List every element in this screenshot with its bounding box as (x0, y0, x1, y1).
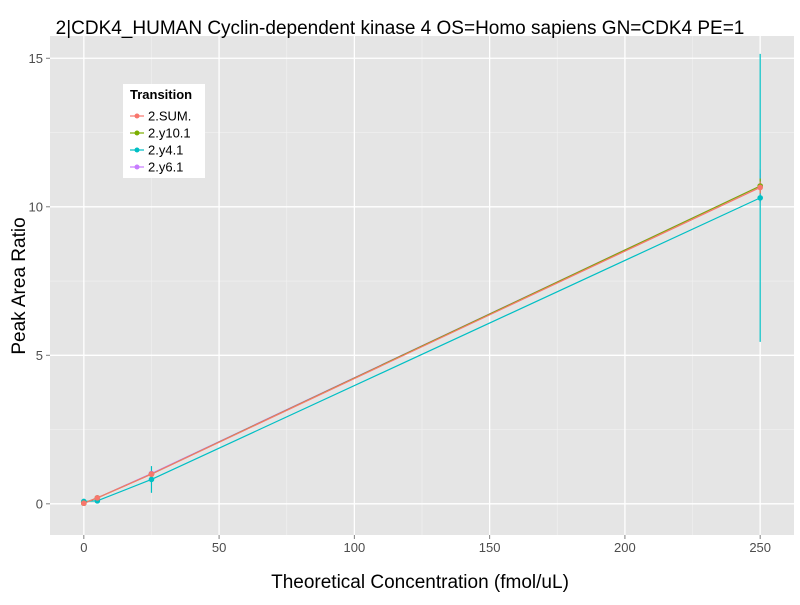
x-axis: 0 50 100 150 200 250 (80, 535, 771, 555)
x-tick-label: 100 (344, 540, 366, 555)
data-points (81, 183, 763, 507)
legend-label: 2.y10.1 (148, 126, 191, 141)
legend-label: 2.y6.1 (148, 160, 183, 175)
legend-key-point (134, 147, 140, 153)
data-point (148, 476, 155, 483)
x-tick-label: 150 (479, 540, 501, 555)
legend-key-point (134, 113, 140, 119)
legend-key-point (134, 130, 140, 136)
data-point (94, 495, 101, 501)
data-point (757, 195, 763, 201)
legend: Transition 2.SUM. 2.y10.1 2.y4.1 2.y6.1 (123, 84, 205, 178)
y-tick-label: 0 (36, 496, 43, 511)
legend-title: Transition (130, 87, 192, 102)
x-tick-label: 0 (80, 540, 87, 555)
data-point (148, 471, 155, 477)
series-line (83, 186, 761, 504)
legend-key-point (134, 164, 140, 170)
x-tick-label: 200 (614, 540, 636, 555)
major-gridlines (50, 36, 794, 535)
x-axis-label: Theoretical Concentration (fmol/uL) (271, 572, 569, 593)
y-tick-label: 5 (36, 348, 43, 363)
y-tick-label: 15 (29, 51, 43, 66)
chart-title: 2|CDK4_HUMAN Cyclin-dependent kinase 4 O… (56, 18, 745, 39)
legend-label: 2.SUM. (148, 109, 191, 124)
series-lines (83, 185, 761, 504)
x-tick-label: 50 (212, 540, 226, 555)
y-tick-label: 10 (29, 199, 43, 214)
x-tick-label: 250 (749, 540, 771, 555)
data-point (81, 500, 87, 507)
data-point (757, 184, 763, 191)
y-axis-label: Peak Area Ratio (9, 217, 30, 354)
legend-label: 2.y4.1 (148, 143, 183, 158)
legend-items: 2.SUM. 2.y10.1 2.y4.1 2.y6.1 (130, 109, 191, 175)
y-axis: 0 5 10 15 (29, 51, 50, 511)
